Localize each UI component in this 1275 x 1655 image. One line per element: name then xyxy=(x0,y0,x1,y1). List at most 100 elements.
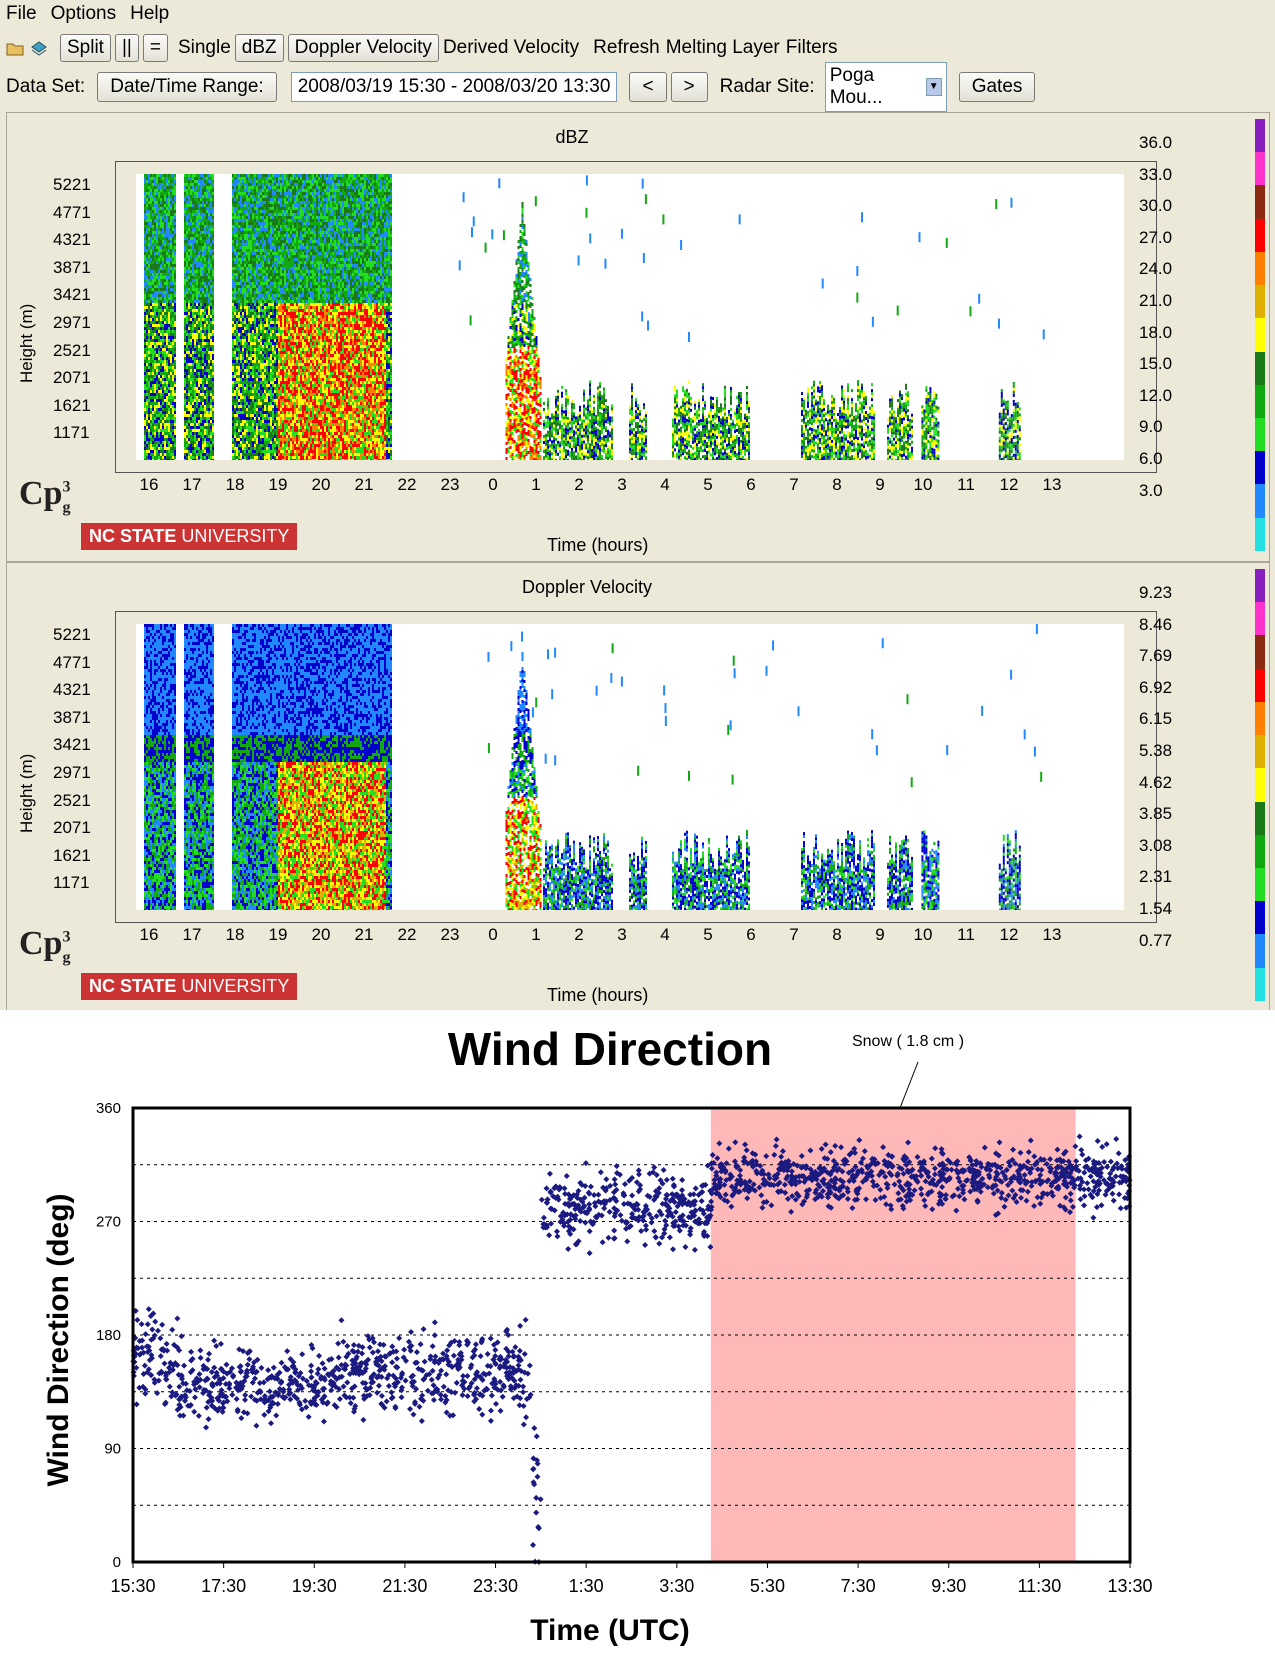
data-point xyxy=(416,1404,422,1410)
data-point xyxy=(257,1380,263,1386)
data-point xyxy=(142,1363,148,1369)
data-point xyxy=(662,1218,668,1224)
xtick-label: 20 xyxy=(301,925,341,945)
data-point xyxy=(410,1412,416,1418)
ytick-label: 180 xyxy=(96,1327,121,1344)
data-point xyxy=(451,1353,457,1359)
data-point xyxy=(396,1335,402,1341)
data-point xyxy=(656,1241,662,1247)
data-point xyxy=(279,1360,285,1366)
data-point xyxy=(206,1351,212,1357)
data-point xyxy=(667,1234,673,1240)
data-point xyxy=(489,1392,495,1398)
colorbar-label: 21.0 xyxy=(1139,291,1172,311)
ytick-label: 3421 xyxy=(53,735,91,755)
data-point xyxy=(530,1542,536,1548)
next-button[interactable]: > xyxy=(671,72,708,102)
data-point xyxy=(520,1389,526,1395)
date-time-range-button[interactable]: Date/Time Range: xyxy=(97,72,276,102)
xtick-label: 6 xyxy=(731,925,771,945)
data-point xyxy=(642,1242,648,1248)
data-point xyxy=(154,1390,160,1396)
xtick-label: 0 xyxy=(473,925,513,945)
data-point xyxy=(554,1233,560,1239)
xtick-label: 17:30 xyxy=(201,1576,246,1596)
data-point xyxy=(1084,1180,1090,1186)
menu-file[interactable]: File xyxy=(6,3,37,25)
prev-button[interactable]: < xyxy=(629,72,666,102)
data-point xyxy=(161,1361,167,1367)
derived-velocity-button[interactable]: Derived Velocity xyxy=(443,37,579,59)
data-point xyxy=(351,1342,357,1348)
xtick-label: 4 xyxy=(645,475,685,495)
data-point xyxy=(1111,1198,1117,1204)
doppler-xlabel: Time (hours) xyxy=(547,985,648,1006)
split-button[interactable]: Split xyxy=(60,34,111,62)
data-point xyxy=(488,1336,494,1342)
data-point xyxy=(139,1345,145,1351)
save-layers-icon[interactable] xyxy=(30,39,48,57)
xtick-label: 23 xyxy=(430,475,470,495)
data-point xyxy=(258,1365,264,1371)
data-point xyxy=(651,1228,657,1234)
data-point xyxy=(367,1344,373,1350)
data-point xyxy=(238,1415,244,1421)
doppler-radar-image xyxy=(136,624,1124,910)
refresh-button[interactable]: Refresh xyxy=(593,37,660,59)
open-folder-icon[interactable] xyxy=(6,39,24,57)
data-point xyxy=(693,1185,699,1191)
xtick-label: 3 xyxy=(602,475,642,495)
data-point xyxy=(203,1425,209,1431)
single-button[interactable]: Single xyxy=(178,37,231,59)
chart-title: Wind Direction xyxy=(448,1023,772,1075)
data-point xyxy=(191,1409,197,1415)
stacked-button[interactable]: = xyxy=(143,34,168,62)
doppler-plot-frame xyxy=(115,611,1157,923)
dbz-button[interactable]: dBZ xyxy=(235,34,284,62)
data-point xyxy=(265,1367,271,1373)
chevron-down-icon[interactable]: ▼ xyxy=(926,78,942,96)
menu-options[interactable]: Options xyxy=(51,3,116,25)
colorbar-label: 6.92 xyxy=(1139,678,1172,698)
data-point xyxy=(253,1423,259,1429)
xtick-label: 11 xyxy=(946,925,986,945)
ytick-label: 5221 xyxy=(53,175,91,195)
data-point xyxy=(321,1418,327,1424)
radar-site-select[interactable]: Poga Mou... ▼ xyxy=(825,62,947,112)
data-point xyxy=(320,1360,326,1366)
ytick-label: 2071 xyxy=(53,818,91,838)
data-point xyxy=(384,1398,390,1404)
ytick-label: 360 xyxy=(96,1100,121,1117)
ytick-label: 3871 xyxy=(53,708,91,728)
date-range-field[interactable]: 2008/03/19 15:30 - 2008/03/20 13:30 xyxy=(291,72,618,102)
xtick-label: 21 xyxy=(344,925,384,945)
data-point xyxy=(174,1315,180,1321)
xtick-label: 21 xyxy=(344,475,384,495)
xtick-label: 5 xyxy=(688,475,728,495)
cp3g-logo: Cp3g xyxy=(19,925,70,967)
data-point xyxy=(1116,1191,1122,1197)
xtick-label: 7 xyxy=(774,925,814,945)
data-point xyxy=(521,1421,527,1427)
data-point xyxy=(267,1388,273,1394)
side-by-side-button[interactable]: || xyxy=(115,34,139,62)
data-point xyxy=(1118,1205,1124,1211)
data-point xyxy=(315,1366,321,1372)
colorbar-label: 15.0 xyxy=(1139,354,1172,374)
doppler-velocity-button[interactable]: Doppler Velocity xyxy=(288,34,439,62)
colorbar-segment xyxy=(1255,518,1265,551)
melting-layer-button[interactable]: Melting Layer xyxy=(666,37,780,59)
menu-help[interactable]: Help xyxy=(130,3,169,25)
filters-button[interactable]: Filters xyxy=(786,37,838,59)
data-point xyxy=(146,1306,152,1312)
data-point xyxy=(1081,1170,1087,1176)
data-point xyxy=(534,1474,540,1480)
data-point xyxy=(617,1212,623,1218)
ytick-label: 3421 xyxy=(53,285,91,305)
gates-button[interactable]: Gates xyxy=(959,72,1036,102)
data-point xyxy=(443,1371,449,1377)
colorbar-segment xyxy=(1255,602,1265,635)
data-point xyxy=(299,1351,305,1357)
colorbar-segment xyxy=(1255,702,1265,735)
data-point xyxy=(598,1169,604,1175)
